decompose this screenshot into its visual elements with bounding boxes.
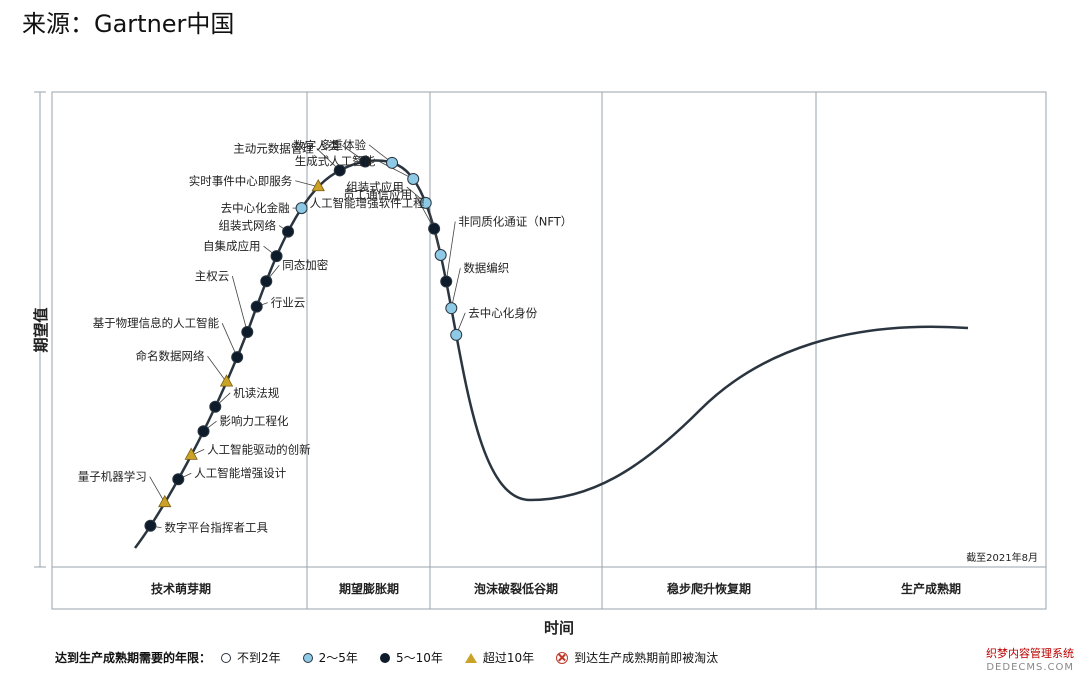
tech-label: 自集成应用 [203, 239, 261, 253]
tech-label: 非同质化通证（NFT） [458, 215, 572, 229]
legend: 达到生产成熟期需要的年限： 不到2年 2～5年 5～10年 超过10年 到达生产… [55, 649, 740, 666]
tech-label: 数据编织 [463, 261, 509, 275]
phase-label-trigger: 技术萌芽期 [151, 581, 211, 596]
tech-marker-dot [250, 300, 263, 313]
phase-label-slope: 稳步爬升恢复期 [667, 581, 751, 596]
tech-label: 影响力工程化 [220, 414, 289, 428]
tech-marker-triangle [158, 494, 172, 508]
watermark-line2: DEDECMS.COM [986, 662, 1074, 673]
watermark: 织梦内容管理系统 DEDECMS.COM [986, 647, 1074, 675]
date-note: 截至2021年8月 [966, 551, 1038, 564]
tech-leader-line [231, 275, 248, 333]
dark-dot-icon [379, 652, 390, 663]
tech-marker-dot [282, 225, 295, 238]
legend-title: 达到生产成熟期需要的年限： [55, 651, 212, 665]
tech-marker-dot [295, 202, 308, 215]
tech-leader-line [295, 180, 319, 188]
tech-label: 实时事件中心即服务 [189, 174, 293, 188]
legend-label: 2～5年 [318, 651, 358, 665]
obsolete-x-icon [556, 651, 569, 664]
tech-leader-line [445, 221, 456, 282]
white-dot-icon [221, 652, 232, 663]
tech-label: 数字人类 [293, 139, 339, 153]
tech-marker-dot [144, 519, 157, 532]
source-label: 来源：Gartner中国 [22, 10, 235, 38]
legend-label: 5～10年 [395, 651, 443, 665]
tech-leader-line [221, 323, 238, 358]
tech-marker-dot [428, 222, 441, 235]
tech-label: 人工智能驱动的创新 [207, 442, 311, 456]
light-blue-dot-icon [302, 652, 313, 663]
tech-label: 人工智能增强软件工程 [310, 196, 425, 210]
tech-label: 量子机器学习 [78, 470, 147, 484]
plot-frame [51, 91, 1047, 610]
tech-marker-dot [172, 473, 185, 486]
tech-marker-dot [260, 275, 273, 288]
legend-item-5to10: 5～10年 [379, 649, 443, 666]
legend-label: 超过10年 [482, 651, 535, 665]
tech-label: 组装式网络 [219, 219, 277, 233]
tech-marker-dot [407, 172, 420, 185]
tech-marker-dot [450, 328, 463, 341]
tech-label: 生成式人工智能 [295, 154, 376, 168]
tech-leader-line [450, 268, 461, 309]
phase-label-plateau: 生产成熟期 [901, 581, 961, 596]
tech-leader-line [414, 194, 435, 229]
tech-label: 机读法规 [233, 386, 279, 400]
tech-marker-dot [197, 425, 210, 438]
tech-label: 去中心化金融 [221, 201, 290, 215]
legend-label: 不到2年 [237, 651, 281, 665]
legend-item-gt10: 超过10年 [464, 649, 535, 666]
triangle-icon [464, 652, 477, 663]
tech-label: 人工智能增强设计 [194, 466, 286, 480]
tech-label: 去中心化身份 [468, 306, 537, 320]
legend-item-2to5: 2～5年 [302, 649, 358, 666]
phase-label-peak: 期望膨胀期 [339, 581, 399, 596]
tech-marker-dot [270, 250, 283, 263]
tech-marker-dot [209, 400, 222, 413]
tech-marker-dot [434, 248, 447, 261]
tech-marker-dot [419, 196, 432, 209]
phase-label-trough: 泡沫破裂低谷期 [474, 581, 558, 596]
tech-marker-dot [445, 302, 458, 315]
tech-leader-line [149, 476, 166, 503]
tech-marker-dot [386, 156, 399, 169]
tech-label: 基于物理信息的人工智能 [93, 316, 220, 330]
tech-marker-dot [241, 326, 254, 339]
tech-label: 行业云 [271, 296, 306, 310]
tech-label: 数字平台指挥者工具 [164, 521, 268, 535]
tech-leader-line [378, 160, 414, 180]
legend-item-obsolete: 到达生产成熟期前即被淘汰 [556, 649, 718, 666]
tech-marker-triangle [311, 178, 325, 192]
tech-label: 主动元数据管理 [233, 141, 314, 155]
legend-label: 到达生产成熟期前即被淘汰 [574, 651, 719, 665]
tech-marker-dot [231, 351, 244, 364]
tech-label: 组装式应用 [346, 180, 404, 194]
tech-marker-dot [440, 275, 453, 288]
legend-item-lt2: 不到2年 [221, 649, 281, 666]
tech-marker-dot [333, 164, 346, 177]
tech-label: 员工通信应用 [343, 188, 412, 202]
tech-label: 同态加密 [282, 258, 328, 272]
tech-marker-triangle [219, 374, 234, 387]
hype-curve [134, 159, 969, 549]
x-axis-title: 时间 [544, 619, 574, 637]
tech-marker-triangle [184, 447, 198, 460]
tech-leader-line [207, 355, 227, 383]
tech-label: 多重体验 [320, 138, 366, 152]
tech-label: 主权云 [195, 269, 230, 283]
tech-label: 命名数据网络 [136, 349, 205, 363]
watermark-line1: 织梦内容管理系统 [986, 647, 1074, 660]
y-axis-title: 期望值 [32, 307, 50, 352]
tech-marker-dot [359, 155, 372, 168]
